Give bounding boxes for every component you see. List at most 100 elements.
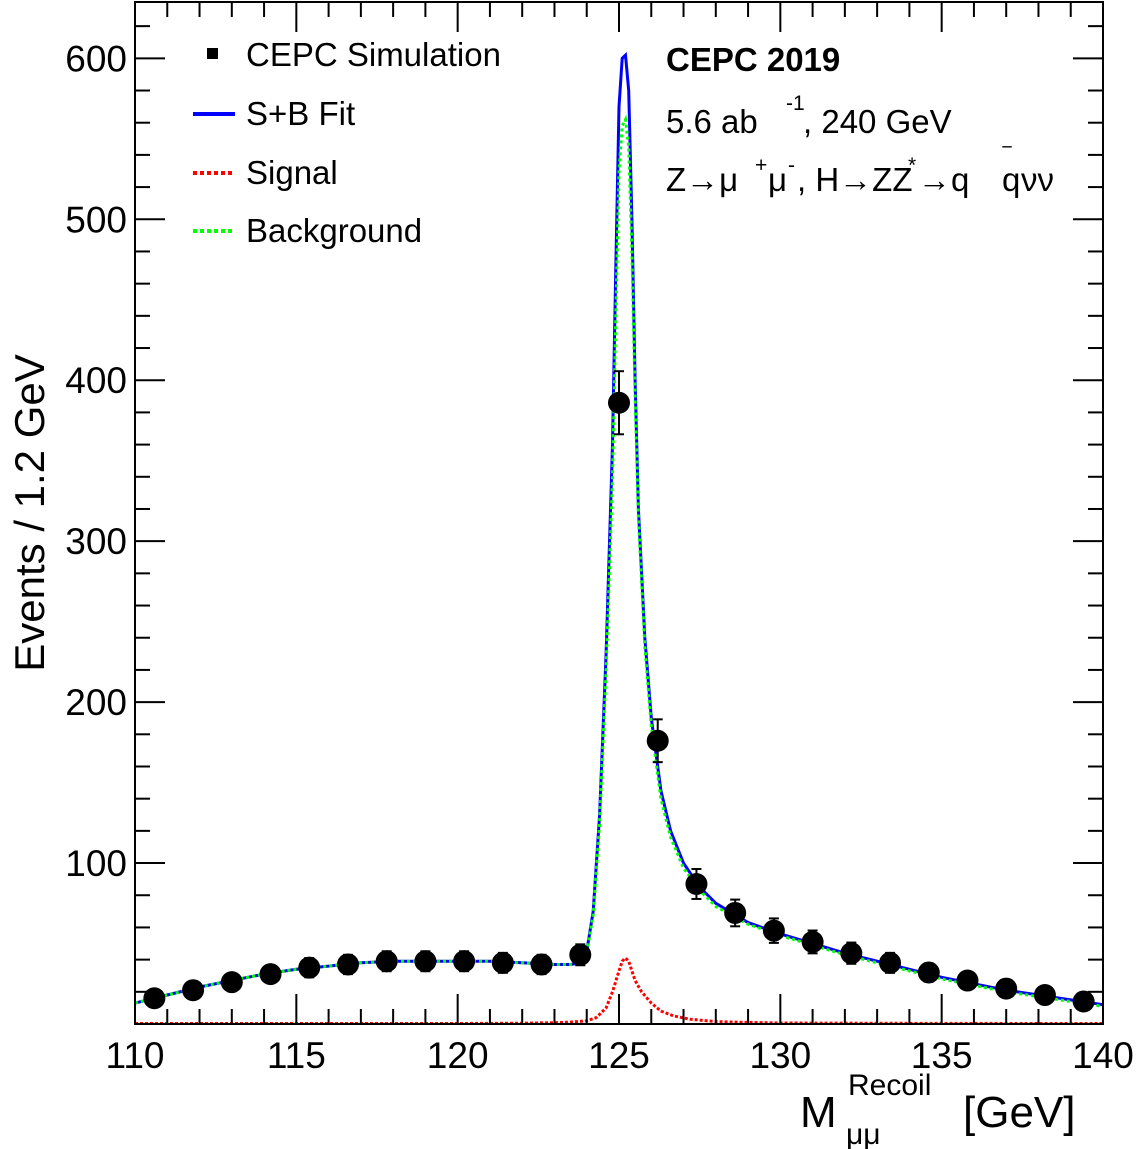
data-point: [298, 956, 321, 979]
data-point: [608, 370, 630, 436]
data-point: [685, 868, 708, 900]
x-tick-label: 115: [267, 1035, 326, 1076]
data-point: [491, 951, 514, 974]
data-point: [762, 917, 785, 944]
x-tick-label: 125: [588, 1035, 650, 1076]
data-marker: [879, 951, 902, 974]
svg-text:[GeV]: [GeV]: [963, 1088, 1076, 1137]
background-curve: [134, 114, 1104, 1008]
x-tick-label: 130: [749, 1035, 811, 1076]
data-marker: [956, 969, 979, 992]
data-marker: [569, 943, 592, 966]
y-tick-label: 500: [65, 199, 127, 240]
legend-label-signal: Signal: [246, 154, 338, 191]
data-point: [917, 961, 940, 984]
data-point: [646, 718, 669, 764]
svg-text:M: M: [800, 1088, 837, 1137]
annotations: CEPC 2019 5.6 ab -1 , 240 GeV Z→μ + μ - …: [666, 41, 1054, 198]
data-marker: [259, 963, 282, 986]
legend-label-fit: S+B Fit: [246, 95, 355, 132]
svg-text:νν: νν: [1021, 161, 1054, 198]
signal-curve: [135, 955, 1104, 1025]
data-marker: [453, 950, 476, 973]
data-marker: [762, 919, 785, 942]
data-point: [801, 929, 824, 955]
data-marker: [608, 391, 630, 414]
y-tick-label: 600: [65, 38, 127, 79]
data-marker: [840, 942, 863, 965]
y-tick-label: 300: [65, 521, 127, 562]
data-marker: [414, 950, 437, 973]
svg-text:+: +: [755, 154, 767, 177]
data-points: [143, 370, 1095, 1013]
annotation-title: CEPC 2019: [666, 41, 840, 78]
svg-text:*: *: [908, 154, 916, 177]
data-marker: [1033, 984, 1056, 1007]
x-tick-labels: 110 115 120 125 130 135 140: [106, 1035, 1134, 1076]
svg-text:→q: →q: [918, 161, 969, 198]
data-marker: [491, 951, 514, 974]
svg-text:μμ: μμ: [846, 1118, 881, 1149]
x-tick-label: 110: [106, 1035, 165, 1076]
legend-label-data: CEPC Simulation: [246, 36, 501, 73]
data-marker: [917, 961, 940, 984]
data-point: [143, 987, 166, 1010]
y-tick-labels: 100 200 300 400 500 600: [65, 38, 127, 884]
axis-ticks: [134, 2, 1104, 1025]
legend: CEPC Simulation S+B Fit Signal Backgroun…: [193, 36, 501, 249]
data-marker: [646, 729, 669, 752]
data-point: [956, 969, 979, 992]
fit-curves: [134, 51, 1104, 1025]
data-point: [1072, 990, 1095, 1013]
data-point: [840, 941, 863, 965]
y-axis-title: Events / 1.2 GeV: [6, 354, 53, 672]
annotation-luminosity: 5.6 ab -1 , 240 GeV: [666, 92, 952, 140]
data-point: [182, 979, 205, 1002]
data-marker: [995, 977, 1018, 1000]
data-marker: [182, 979, 205, 1002]
legend-label-background: Background: [246, 212, 422, 249]
data-marker: [298, 956, 321, 979]
x-axis-title: M Recoil μμ [GeV]: [800, 1069, 1076, 1149]
svg-text:-: -: [788, 154, 795, 177]
data-point: [414, 950, 437, 973]
svg-text:‾: ‾: [1002, 144, 1012, 171]
data-point: [530, 953, 553, 976]
svg-text:q: q: [1002, 161, 1020, 198]
data-point: [724, 898, 747, 928]
svg-text:, 240 GeV: , 240 GeV: [803, 103, 952, 140]
data-marker: [1072, 990, 1095, 1013]
data-point: [453, 950, 476, 973]
data-point: [569, 943, 592, 967]
svg-text:, H→ZZ: , H→ZZ: [797, 161, 912, 198]
data-marker: [801, 930, 824, 953]
data-point: [995, 977, 1018, 1000]
data-point: [336, 953, 359, 976]
data-point: [220, 971, 243, 994]
data-point: [259, 963, 282, 986]
data-marker: [685, 872, 708, 895]
data-point: [1033, 984, 1056, 1007]
svg-text:5.6 ab: 5.6 ab: [666, 103, 758, 140]
y-tick-label: 400: [65, 360, 127, 401]
x-tick-label: 135: [911, 1035, 973, 1076]
y-tick-label: 100: [65, 843, 127, 884]
data-marker: [724, 901, 747, 924]
legend-marker-data: [207, 48, 218, 59]
svg-text:Recoil: Recoil: [848, 1069, 931, 1102]
annotation-channel: Z→μ + μ - , H→ZZ * →q q ‾ νν: [666, 144, 1054, 198]
svg-text:μ: μ: [768, 161, 787, 198]
data-marker: [375, 950, 398, 973]
data-marker: [143, 987, 166, 1010]
svg-text:Z→μ: Z→μ: [666, 161, 738, 198]
data-marker: [530, 953, 553, 976]
y-tick-label: 200: [65, 682, 127, 723]
data-marker: [220, 971, 243, 994]
data-point: [879, 951, 902, 974]
data-marker: [336, 953, 359, 976]
x-tick-label: 120: [427, 1035, 489, 1076]
x-tick-label: 140: [1072, 1035, 1134, 1076]
data-point: [375, 950, 398, 973]
svg-text:-1: -1: [786, 92, 805, 115]
